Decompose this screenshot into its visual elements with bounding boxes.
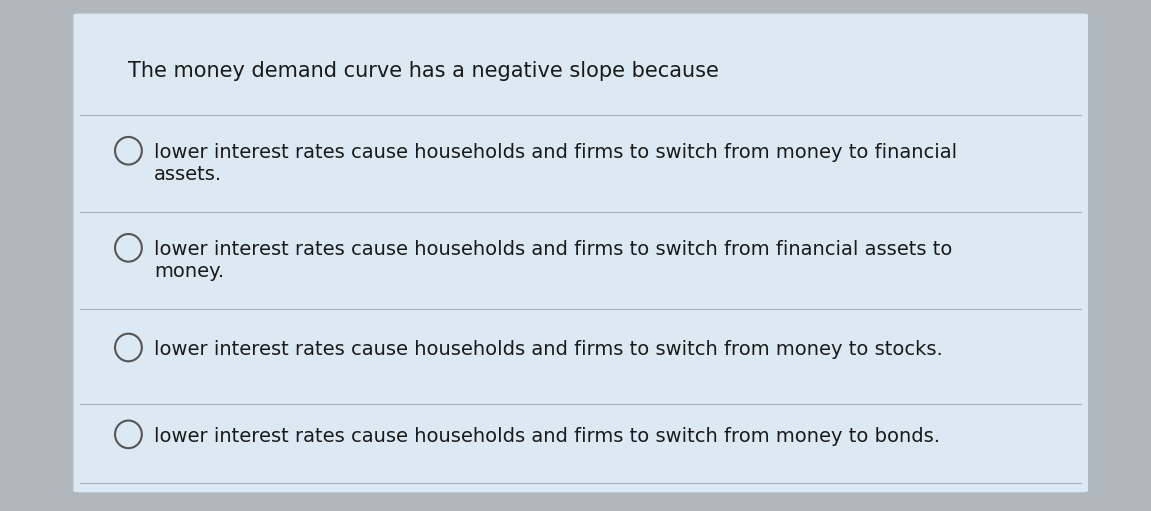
Text: lower interest rates cause households and firms to switch from financial assets : lower interest rates cause households an… [154, 240, 953, 281]
Text: lower interest rates cause households and firms to switch from money to bonds.: lower interest rates cause households an… [154, 427, 940, 446]
Text: lower interest rates cause households and firms to switch from money to financia: lower interest rates cause households an… [154, 143, 958, 184]
FancyBboxPatch shape [73, 13, 1089, 493]
Text: lower interest rates cause households and firms to switch from money to stocks.: lower interest rates cause households an… [154, 340, 943, 359]
Text: The money demand curve has a negative slope because: The money demand curve has a negative sl… [129, 61, 719, 81]
